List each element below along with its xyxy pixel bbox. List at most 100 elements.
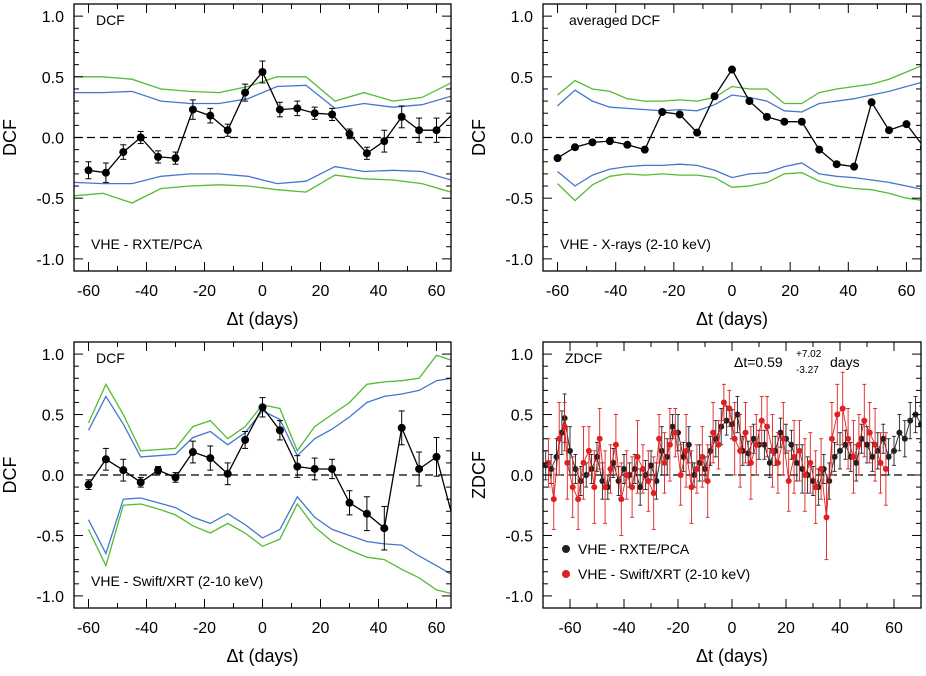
- data-point: [666, 441, 673, 448]
- data-point: [362, 509, 371, 518]
- data-point: [720, 399, 727, 406]
- data-point: [171, 154, 180, 163]
- data-point: [561, 423, 568, 430]
- data-point: [828, 435, 835, 442]
- data-point: [704, 478, 711, 485]
- data-point: [766, 459, 773, 466]
- x-tick-label: 20: [777, 620, 795, 637]
- y-tick-label: -0.5: [505, 191, 533, 208]
- data-point: [656, 435, 663, 442]
- data-point: [675, 110, 684, 119]
- data-point: [567, 447, 573, 454]
- data-point: [896, 429, 903, 436]
- data-point: [639, 465, 646, 472]
- data-point: [867, 98, 876, 107]
- data-point: [726, 405, 733, 412]
- data-point: [310, 109, 319, 118]
- y-tick-label: 0.0: [511, 131, 533, 148]
- data-point: [84, 480, 93, 489]
- data-point: [136, 478, 145, 487]
- data-point: [605, 137, 614, 146]
- panel-annotation: VHE - RXTE/PCA: [91, 236, 203, 252]
- data-point: [634, 453, 641, 460]
- legend-marker: [562, 545, 570, 553]
- data-point: [791, 453, 798, 460]
- data-point: [397, 112, 406, 121]
- data-point: [621, 465, 627, 472]
- x-tick-label: 0: [728, 283, 737, 300]
- data-point: [785, 478, 792, 485]
- upper-band-blue: [74, 84, 451, 110]
- y-tick-label: 0.0: [42, 131, 64, 148]
- data-point: [882, 465, 889, 472]
- data-point: [747, 459, 754, 466]
- legend-item: VHE - RXTE/PCA: [562, 541, 690, 557]
- plot-area: [74, 60, 451, 204]
- data-point: [699, 453, 706, 460]
- data-point: [685, 441, 692, 448]
- y-tick-label: 1.0: [42, 347, 64, 364]
- data-point: [575, 496, 582, 503]
- x-tick-label: 0: [258, 283, 267, 300]
- data-point: [415, 464, 424, 473]
- data-point: [570, 143, 579, 152]
- data-point: [650, 490, 657, 497]
- data-point: [902, 120, 911, 129]
- data-point: [594, 453, 600, 460]
- x-tick-label: 0: [728, 620, 737, 637]
- data-point: [693, 128, 702, 137]
- lower-band-green: [87, 502, 451, 595]
- x-tick-label: -60: [558, 620, 581, 637]
- y-tick-label: 0.5: [511, 408, 533, 425]
- x-axis-title: Δt (days): [696, 646, 768, 666]
- data-point: [669, 423, 676, 430]
- data-point: [640, 145, 649, 154]
- data-point: [812, 484, 819, 491]
- data-point: [637, 484, 644, 491]
- x-tick-label: 0: [258, 620, 267, 637]
- data-point: [788, 441, 795, 448]
- data-point: [761, 441, 768, 448]
- panel-label: averaged DCF: [569, 12, 660, 28]
- data-point: [853, 459, 860, 466]
- data-point: [258, 67, 267, 76]
- data-point: [801, 472, 808, 478]
- data-point: [553, 154, 562, 163]
- y-tick-label: 1.0: [511, 9, 533, 26]
- data-point: [762, 112, 771, 121]
- data-point: [737, 447, 744, 454]
- x-tick-label: -20: [662, 283, 685, 300]
- data-point: [764, 423, 771, 430]
- data-point: [345, 129, 354, 138]
- data-point: [645, 478, 652, 485]
- data-point: [823, 514, 830, 521]
- upper-band-blue: [87, 377, 451, 458]
- data-point: [596, 435, 603, 442]
- panel-3: -60 -40 -20 0 20 40 60 -1.0 -0.5 0.0 0.5 1.0 Δt (day…: [0, 341, 452, 666]
- panel-label: DCF: [96, 12, 125, 28]
- data-point: [861, 417, 868, 424]
- data-point: [807, 459, 814, 466]
- lower-band-blue: [87, 495, 451, 575]
- x-tick-label: 60: [885, 620, 903, 637]
- series-line: [88, 70, 451, 174]
- y-tick-label: -0.5: [36, 191, 64, 208]
- x-tick-label: -20: [193, 620, 216, 637]
- data-point: [580, 459, 587, 466]
- plot-area: [543, 65, 921, 202]
- data-point: [855, 441, 862, 448]
- data-point: [815, 145, 824, 154]
- data-point: [677, 472, 684, 478]
- data-point: [432, 126, 441, 135]
- data-point: [661, 459, 668, 466]
- data-point: [877, 459, 884, 466]
- data-point: [796, 447, 803, 454]
- panel-4: -60 -40 -20 0 20 40 60 -1.0 -0.5 0.0 0.5 1.0 Δt (day…: [469, 341, 922, 666]
- lag-lower-error: -3.27: [796, 365, 819, 376]
- data-point: [688, 484, 695, 491]
- data-point: [745, 450, 752, 457]
- data-point: [569, 484, 576, 491]
- data-point: [136, 133, 145, 142]
- data-point: [907, 417, 914, 424]
- data-point: [101, 455, 110, 464]
